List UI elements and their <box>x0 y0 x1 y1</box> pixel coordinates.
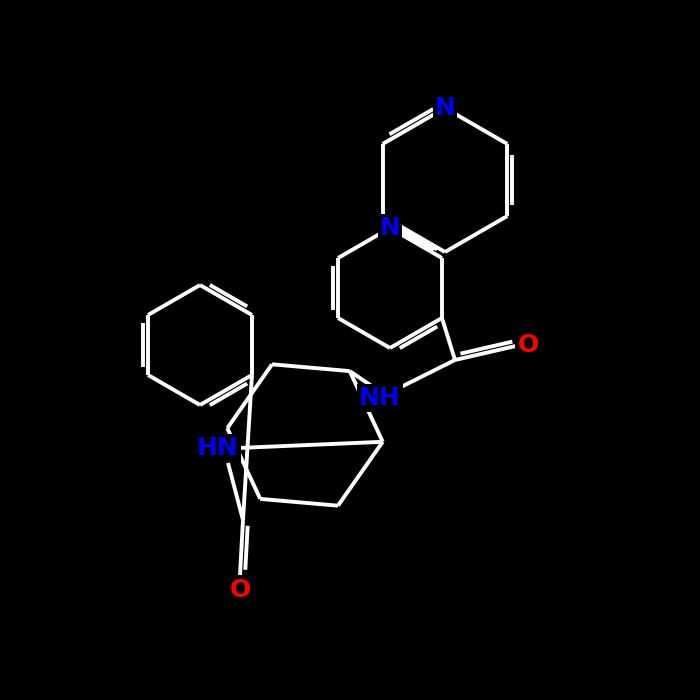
Text: HN: HN <box>197 436 239 460</box>
Text: N: N <box>435 96 456 120</box>
Text: O: O <box>230 578 251 602</box>
Text: NH: NH <box>359 386 401 410</box>
Text: N: N <box>379 216 400 240</box>
Text: O: O <box>517 333 538 357</box>
